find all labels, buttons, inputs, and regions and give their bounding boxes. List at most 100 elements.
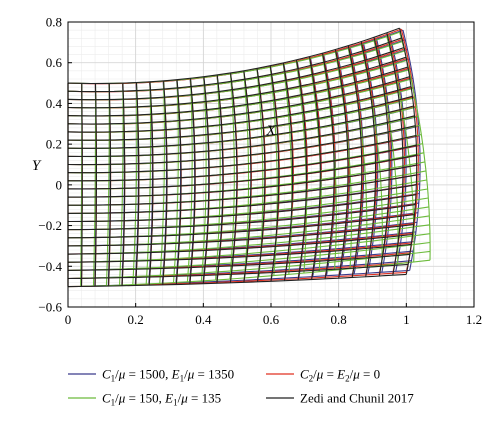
mesh-line-horizontal <box>67 273 407 288</box>
mesh-line-vertical <box>121 82 126 286</box>
y-tick-label: 0.8 <box>46 15 62 30</box>
tick-layer: 0 0.2 0.4 0.6 0.8 1 1.2 −0.6 −0.4 −0.2 0 0.2 0.4 0.6 0… <box>38 15 482 328</box>
mesh-line-horizontal <box>67 243 412 263</box>
mesh-line-horizontal <box>67 37 403 93</box>
legend-item-4: Zedi and Chunil 2017 <box>266 391 414 406</box>
mesh-line-horizontal <box>67 253 410 271</box>
mesh-line-vertical <box>148 81 154 286</box>
mesh-line-horizontal <box>67 214 415 239</box>
mesh-line-vertical <box>200 77 207 281</box>
mesh-line-vertical <box>389 34 407 272</box>
mesh-line-vertical <box>334 51 353 269</box>
x-tick-label: 0.4 <box>195 312 212 327</box>
y-tick-label: 0 <box>56 177 63 192</box>
mesh-line-vertical <box>172 80 179 283</box>
mesh-line-horizontal <box>68 174 417 206</box>
x-tick-label: 0 <box>65 312 72 327</box>
mesh-line-vertical <box>162 80 168 285</box>
mesh-line-vertical <box>256 69 264 277</box>
x-axis-label: X <box>265 123 276 139</box>
mesh-line-vertical <box>243 71 250 279</box>
mesh-line-vertical <box>256 68 266 282</box>
mesh-line-vertical <box>295 59 308 281</box>
mesh-line-vertical <box>334 49 349 279</box>
mesh-line-vertical <box>269 65 280 282</box>
mesh-line-horizontal <box>67 46 405 101</box>
mesh-line-horizontal <box>67 105 414 149</box>
mesh-line-horizontal <box>67 233 413 255</box>
mesh-line-horizontal <box>68 115 415 157</box>
mesh-line-vertical <box>308 56 321 280</box>
mesh-line-vertical <box>119 83 124 286</box>
mesh-line-vertical <box>132 82 138 285</box>
mesh-line-vertical <box>105 83 110 286</box>
mesh-line-horizontal <box>67 125 416 166</box>
legend-label: C2/μ = E2/μ = 0 <box>300 367 380 384</box>
mesh-line-vertical <box>80 83 83 287</box>
mesh-line-horizontal <box>68 164 417 198</box>
mesh-line-vertical <box>229 72 238 283</box>
mesh-line-horizontal <box>68 204 416 231</box>
mesh-line-vertical <box>159 81 165 284</box>
mesh-line-vertical <box>282 64 293 275</box>
legend: C1/μ = 1500, E1/μ = 1350 C2/μ = E2/μ = 0 C… <box>68 367 414 408</box>
y-tick-label: 0.2 <box>46 137 62 152</box>
x-tick-label: 1.2 <box>466 312 482 327</box>
y-tick-label: 0.6 <box>46 55 63 70</box>
mesh-line-vertical <box>94 83 97 287</box>
legend-label: C1/μ = 150, E1/μ = 135 <box>102 391 221 408</box>
mesh-line-vertical <box>360 41 377 277</box>
mesh-line-horizontal <box>67 85 412 133</box>
mesh-line-horizontal <box>67 184 417 214</box>
mesh-line-vertical <box>321 55 337 271</box>
mesh-line-vertical <box>145 81 152 285</box>
mesh-line-horizontal <box>67 56 407 109</box>
legend-label: C1/μ = 1500, E1/μ = 1350 <box>102 367 234 384</box>
mesh-line-vertical <box>362 43 379 274</box>
mesh-line-horizontal <box>67 27 400 85</box>
mesh-line-vertical <box>402 29 421 271</box>
legend-item-2: C2/μ = E2/μ = 0 <box>266 367 380 384</box>
mesh-line-vertical <box>243 70 252 283</box>
mesh-line-horizontal <box>67 76 410 125</box>
mesh-line-vertical <box>175 79 182 285</box>
mesh-line-vertical <box>376 39 393 273</box>
mesh-line-horizontal <box>67 66 409 117</box>
mesh-line-horizontal <box>68 154 417 190</box>
mesh-line-vertical <box>108 83 112 287</box>
y-axis-label: Y <box>32 158 42 174</box>
mesh-line-vertical <box>399 27 418 275</box>
mesh-line-vertical <box>399 32 431 261</box>
x-tick-label: 0.6 <box>263 312 280 327</box>
series-mesh-4 <box>67 27 418 288</box>
x-tick-label: 0.8 <box>331 312 347 327</box>
mesh-line-vertical <box>321 53 335 279</box>
mesh-line-vertical <box>229 73 235 280</box>
mesh-line-vertical <box>186 78 193 282</box>
mesh-line-vertical <box>386 32 404 276</box>
legend-label: Zedi and Chunil 2017 <box>300 391 414 406</box>
mesh-line-vertical <box>282 62 294 281</box>
mesh-line-horizontal <box>68 144 417 182</box>
mesh-line-vertical <box>216 74 224 284</box>
mesh-line-vertical <box>373 37 390 277</box>
mesh-line-vertical <box>347 45 363 278</box>
x-tick-label: 1 <box>403 312 410 327</box>
mesh-line-vertical <box>349 47 365 275</box>
mesh-line-horizontal <box>67 95 413 141</box>
mesh-line-horizontal <box>67 263 409 280</box>
legend-item-3: C1/μ = 150, E1/μ = 135 <box>68 391 221 408</box>
x-tick-label: 0.2 <box>128 312 144 327</box>
mesh-line-horizontal <box>67 134 417 174</box>
mesh-line-vertical <box>202 76 210 284</box>
mesh-line-horizontal <box>67 223 414 247</box>
y-tick-label: −0.4 <box>38 259 62 274</box>
mesh-line-horizontal <box>68 194 416 223</box>
y-tick-label: 0.4 <box>46 96 63 111</box>
mesh-line-vertical <box>135 82 140 286</box>
y-tick-label: −0.6 <box>38 300 62 315</box>
mesh-line-vertical <box>215 75 221 281</box>
mesh-line-vertical <box>189 78 196 285</box>
